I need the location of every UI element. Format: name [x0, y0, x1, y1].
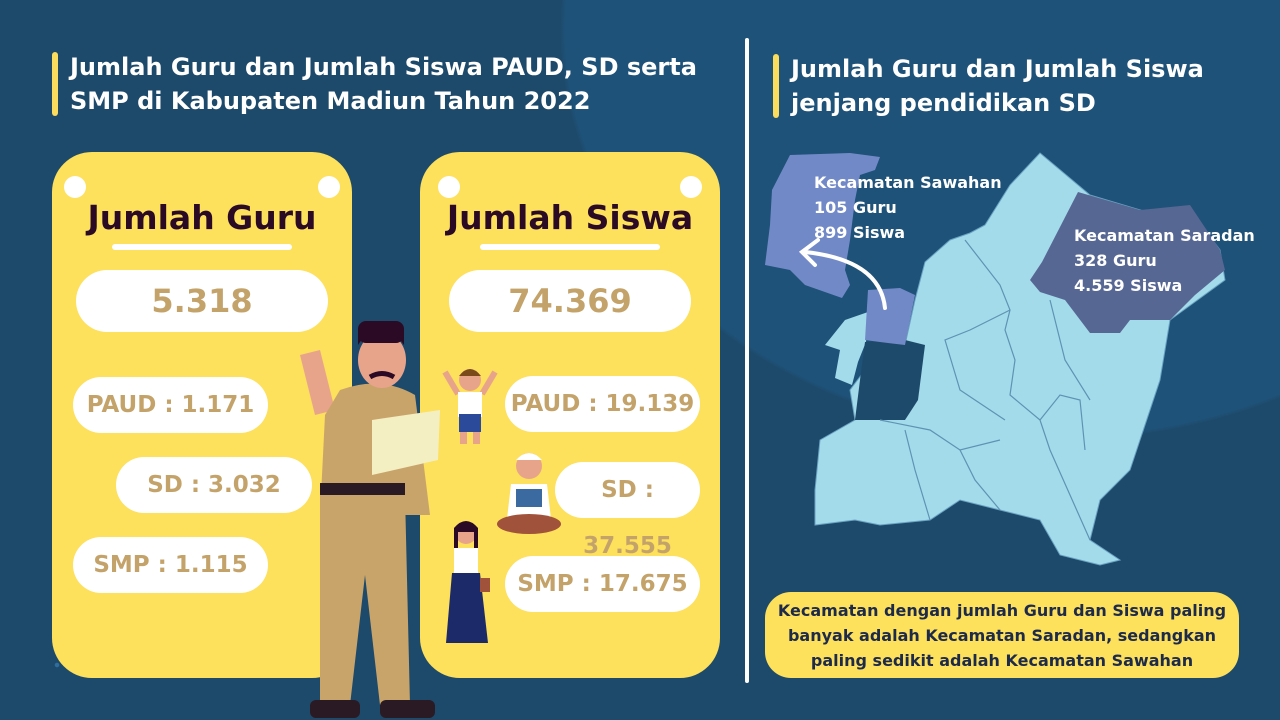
- guru-smp: SMP : 1.115: [73, 537, 268, 593]
- guru-total: 5.318: [76, 270, 328, 332]
- right-title: Jumlah Guru dan Jumlah Siswa jenjang pen…: [773, 52, 1233, 120]
- arrow-icon: [803, 250, 887, 310]
- student-girl-icon: [446, 521, 490, 643]
- heading-underline: [112, 244, 292, 250]
- heading-underline: [480, 244, 660, 250]
- map-region-west: [825, 312, 868, 385]
- saradan-siswa: 4.559 Siswa: [1074, 276, 1183, 295]
- saradan-label: Kecamatan Saradan 328 Guru 4.559 Siswa: [1074, 223, 1255, 298]
- card-hole: [64, 176, 86, 198]
- guru-paud: PAUD : 1.171: [73, 377, 268, 433]
- card-hole: [318, 176, 340, 198]
- map-region-sawahan-location: [865, 288, 915, 345]
- map-region-sawahan: [765, 153, 880, 298]
- map-borders: [879, 239, 1091, 541]
- saradan-guru: 328 Guru: [1074, 251, 1157, 270]
- siswa-smp: SMP : 17.675: [505, 556, 700, 612]
- siswa-total: 74.369: [449, 270, 691, 332]
- sawahan-guru: 105 Guru: [814, 198, 897, 217]
- sawahan-name: Kecamatan Sawahan: [814, 173, 1002, 192]
- left-title: Jumlah Guru dan Jumlah Siswa PAUD, SD se…: [52, 50, 702, 118]
- summary-note: Kecamatan dengan jumlah Guru dan Siswa p…: [765, 592, 1239, 678]
- card-hole: [438, 176, 460, 198]
- siswa-sd: SD : 37.555: [555, 462, 700, 559]
- guru-sd: SD : 3.032: [116, 457, 312, 513]
- siswa-card: Jumlah Siswa 74.369 PAUD : 19.139 SD : 3…: [420, 152, 720, 678]
- map-hole: [855, 340, 925, 420]
- saradan-name: Kecamatan Saradan: [1074, 226, 1255, 245]
- map-region-saradan: [1030, 192, 1225, 333]
- divider: [745, 38, 749, 683]
- sawahan-label: Kecamatan Sawahan 105 Guru 899 Siswa: [814, 170, 1002, 245]
- siswa-paud: PAUD : 19.139: [505, 376, 700, 432]
- siswa-heading: Jumlah Siswa: [446, 198, 694, 237]
- student-boy-icon: [442, 369, 498, 444]
- teacher-illustration: [300, 321, 440, 718]
- guru-card: Jumlah Guru 5.318 PAUD : 1.171 SD : 3.03…: [52, 152, 352, 678]
- sawahan-siswa: 899 Siswa: [814, 223, 906, 242]
- student-reading-icon: [497, 453, 561, 534]
- card-hole: [680, 176, 702, 198]
- guru-heading: Jumlah Guru: [87, 198, 317, 237]
- arrow-head-icon: [798, 238, 820, 267]
